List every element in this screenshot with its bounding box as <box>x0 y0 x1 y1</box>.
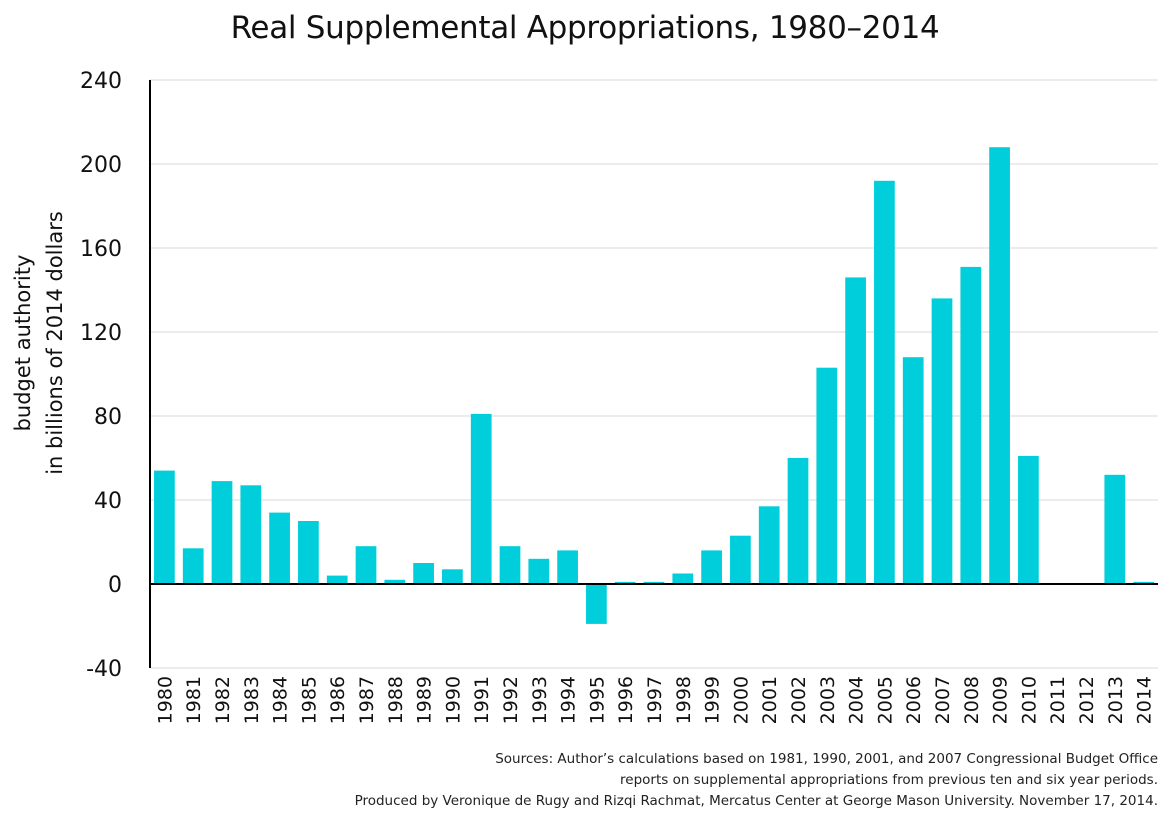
chart-title: Real Supplemental Appropriations, 1980–2… <box>230 10 940 46</box>
bar <box>586 584 607 624</box>
x-tick-label: 1989 <box>414 676 436 724</box>
bar <box>701 550 722 584</box>
y-tick-label: 240 <box>80 69 122 94</box>
source-note-line-3: Produced by Veronique de Rugy and Rizqi … <box>354 793 1158 809</box>
x-tick-label: 1983 <box>241 676 263 724</box>
x-tick-label: 1997 <box>644 676 666 724</box>
x-tick-label: 2012 <box>1076 676 1098 724</box>
x-tick-label: 2013 <box>1105 676 1127 724</box>
x-tick-label: 2002 <box>788 676 810 724</box>
y-tick-label: 200 <box>80 153 122 178</box>
bar <box>384 579 406 584</box>
bar <box>989 147 1010 584</box>
y-tick-label: 40 <box>94 489 122 514</box>
bar <box>730 535 751 584</box>
x-tick-label: 1982 <box>212 676 234 724</box>
bar <box>240 485 262 584</box>
x-tick-label: 2006 <box>903 676 925 724</box>
bar <box>643 581 665 584</box>
bar <box>182 548 204 584</box>
bar <box>787 458 809 584</box>
x-tick-label: 2007 <box>932 676 954 724</box>
bar <box>528 558 550 584</box>
bar <box>1133 581 1154 584</box>
y-axis-label: in billions of 2014 dollars <box>43 211 67 475</box>
y-tick-label: 160 <box>80 237 122 262</box>
bar <box>960 266 982 584</box>
bar <box>614 581 636 584</box>
x-tick-label: 1999 <box>702 676 724 724</box>
x-tick-label: 1990 <box>442 676 464 724</box>
bar <box>758 506 780 584</box>
bar <box>845 277 866 584</box>
x-tick-label: 2003 <box>817 676 839 724</box>
x-tick-label: 1980 <box>154 676 176 724</box>
bar <box>1018 455 1039 584</box>
bar <box>154 470 175 584</box>
bar <box>470 413 492 584</box>
x-tick-label: 1998 <box>673 676 695 724</box>
bar <box>499 546 521 584</box>
bar <box>672 573 694 584</box>
x-tick-label: 1986 <box>327 676 349 724</box>
bar <box>298 521 319 584</box>
x-tick-label: 2011 <box>1047 676 1069 724</box>
x-tick-label: 1995 <box>586 676 608 724</box>
bar <box>269 512 290 584</box>
bar <box>326 575 348 584</box>
x-tick-label: 2001 <box>759 676 781 724</box>
bar <box>902 357 924 584</box>
y-tick-label: -40 <box>86 657 122 682</box>
x-tick-label: 2010 <box>1018 676 1040 724</box>
x-tick-label: 1996 <box>615 676 637 724</box>
bar <box>442 569 463 584</box>
y-tick-label: 0 <box>108 573 122 598</box>
x-tick-label: 2014 <box>1134 676 1156 724</box>
x-tick-label: 1993 <box>529 676 551 724</box>
x-tick-label: 2000 <box>730 676 752 724</box>
x-tick-label: 1985 <box>298 676 320 724</box>
bar <box>931 298 953 584</box>
x-tick-label: 1992 <box>500 676 522 724</box>
bar <box>413 563 434 584</box>
x-tick-label: 2004 <box>846 676 868 724</box>
y-tick-label: 80 <box>94 405 122 430</box>
x-tick-label: 1981 <box>183 676 205 724</box>
x-tick-label: 2009 <box>990 676 1012 724</box>
x-tick-label: 1984 <box>270 676 292 724</box>
bar <box>816 367 838 584</box>
y-tick-label: 120 <box>80 321 122 346</box>
bar <box>1104 474 1126 584</box>
source-note-line-2: reports on supplemental appropriations f… <box>620 772 1158 788</box>
x-tick-label: 1987 <box>356 676 378 724</box>
x-tick-label: 1994 <box>558 676 580 724</box>
bar <box>211 481 233 584</box>
x-tick-label: 2008 <box>961 676 983 724</box>
y-axis-label: budget authority <box>11 255 35 432</box>
bar <box>874 180 895 585</box>
x-tick-label: 1991 <box>471 676 493 724</box>
bar <box>355 546 377 584</box>
source-note-line-1: Sources: Author’s calculations based on … <box>495 751 1158 767</box>
x-tick-label: 1988 <box>385 676 407 724</box>
x-tick-label: 2005 <box>874 676 896 724</box>
bar <box>557 550 578 584</box>
